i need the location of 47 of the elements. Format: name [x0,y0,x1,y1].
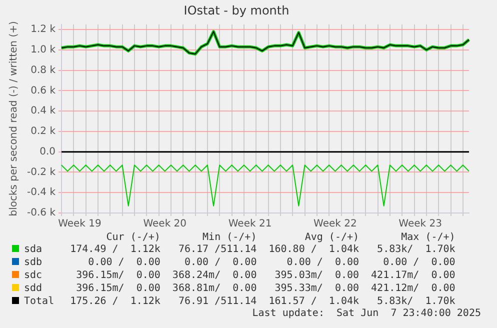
x-tick-label: Week 22 [314,218,357,230]
text: 0.00 / 0.00 [183,256,258,269]
text: 175.26 / 1.12k [69,295,162,308]
y-tick-label: -0.4 k [26,187,56,198]
legend-label: Total [23,295,56,308]
text: 160.80 / 1.04k [268,243,360,256]
text: 396.15m/ 0.00 [75,282,162,295]
text: 396.15m/ 0.00 [75,269,162,282]
text: 421.12m/ 0.00 [370,282,456,295]
text: 161.57 / 1.04k [268,295,360,308]
text: Max (-/+) [400,232,456,243]
text: 368.81m/ 0.00 [171,282,258,295]
text: Min (-/+) [202,232,258,243]
text: 395.33m/ 0.00 [274,282,360,295]
y-tick-label: 0.4 k [30,106,56,117]
text: 5.83k/ 1.70k [376,243,456,256]
text: 0.00 / 0.00 [382,256,456,269]
x-tick-label: Week 21 [228,218,272,230]
y-axis-title: blocks per second read (-) / written (+) [8,21,20,216]
text: 0.00 / 0.00 [87,256,162,269]
legend-label: sdd [23,282,44,295]
x-tick-label: Week 23 [398,218,442,230]
text: Last update: Sat Jun 7 23:40:00 2025 [251,308,482,319]
text: 174.49 / 1.12k [69,243,162,256]
text: 76.17 /511.14 [177,243,258,256]
x-tick-label: Week 20 [143,218,187,230]
text: 368.24m/ 0.00 [171,269,258,282]
x-tick-label: Week 19 [58,218,102,230]
y-tick-label: 1.2 k [30,24,56,36]
legend-label: sdb [23,256,44,269]
y-tick-label: 0.2 k [30,126,56,138]
chart-title: IOstat - by month [184,3,290,18]
legend-label: sdc [23,269,44,282]
y-tick-label: 1.0 k [30,44,56,56]
legend-label: sda [23,243,44,256]
text: 395.03m/ 0.00 [274,269,360,282]
text: Cur (-/+) [105,232,162,243]
y-tick-label: 0.8 k [30,64,56,76]
y-tick-label: 0.0 [40,146,56,158]
text: 5.83k/ 1.70k [376,295,456,308]
text: Avg (-/+) [304,232,360,243]
text: 76.91 /511.14 [177,295,258,308]
y-tick-label: 0.6 k [30,85,56,96]
text: 0.00 / 0.00 [286,256,360,269]
y-tick-label: -0.6 k [26,208,56,219]
text: 421.17m/ 0.00 [370,269,456,282]
y-tick-label: -0.2 k [26,166,56,178]
